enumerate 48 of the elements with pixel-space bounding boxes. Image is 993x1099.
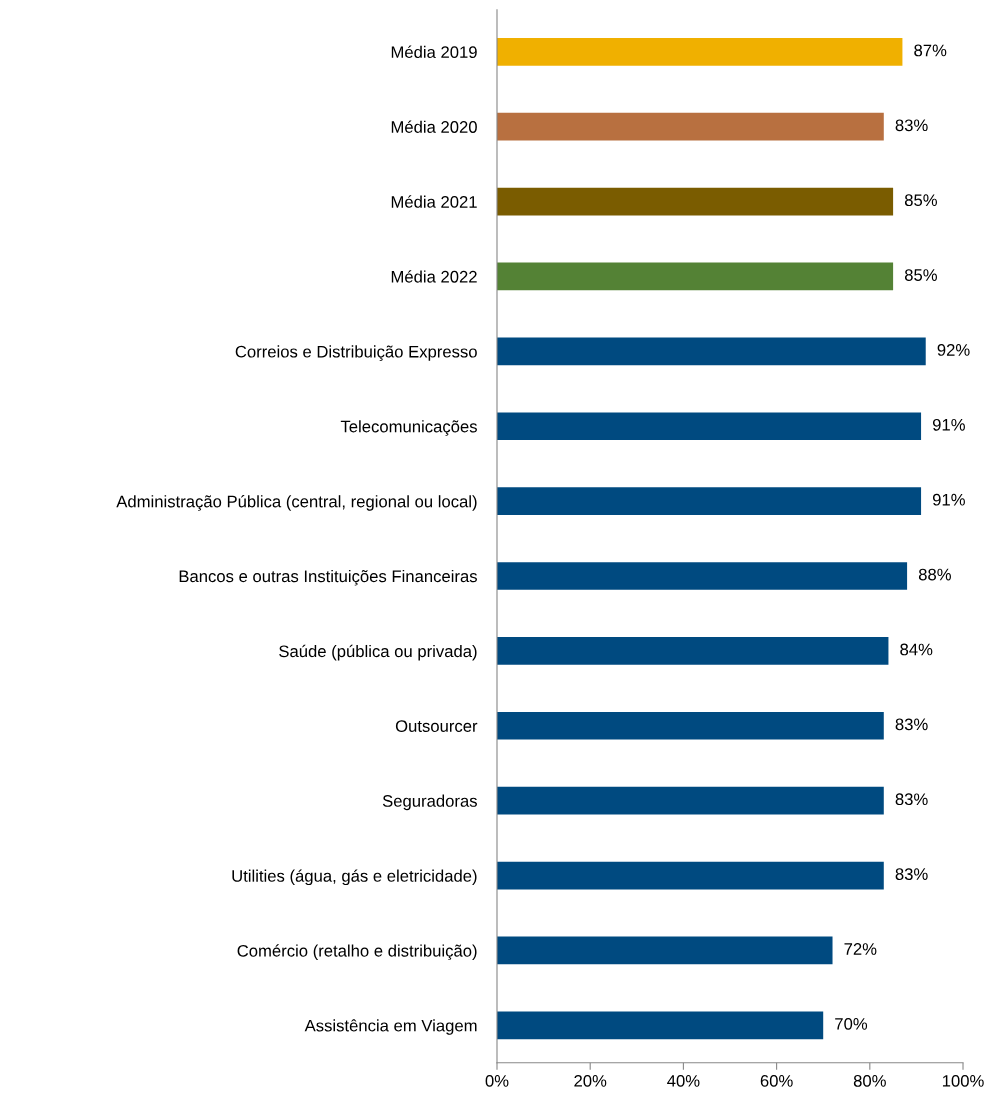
y-tick-label: Média 2022 [391,270,477,283]
data-label: 83% [895,793,928,806]
bar [497,187,894,216]
data-label: 88% [918,568,951,581]
data-label: 70% [835,1017,868,1030]
y-tick-label: Média 2019 [391,45,477,59]
y-tick-label: Assistência em Viagem [304,1019,477,1035]
y-tick-label: Telecomunicações [340,420,477,436]
data-label: 83% [895,119,928,132]
x-tick-label: 20% [574,1074,607,1087]
data-label: 72% [844,943,877,955]
y-tick-label: Média 2021 [391,195,477,208]
y-tick-label: Comércio (retalho e distribuição) [237,944,477,961]
x-tick-label: 0% [485,1074,509,1087]
data-label: 83% [895,718,928,731]
y-tick-label: Bancos e outras Instituições Financeiras [179,569,477,586]
x-tick-label: 80% [853,1074,886,1087]
data-label: 92% [937,344,970,356]
bar [497,861,884,890]
data-label: 85% [904,194,937,207]
data-label: 84% [900,643,933,656]
bar [497,1011,824,1040]
bar [497,487,922,515]
data-label: 91% [932,418,965,431]
y-tick-label: Seguradoras [382,794,477,811]
bar [497,711,884,740]
y-tick-label: Outsourcer [395,720,478,732]
bar [497,112,884,141]
y-tick-label: Saúde (pública ou privada) [279,644,477,661]
y-tick-label: Utilities (água, gás e eletricidade) [232,869,477,886]
bar [497,936,833,965]
x-tick-label: 100% [942,1074,984,1087]
bar [497,786,884,815]
data-label: 83% [895,868,928,880]
y-tick-label: Média 2020 [391,120,477,133]
x-tick-label: 40% [667,1074,700,1087]
data-label: 91% [932,493,965,506]
bar [497,37,903,66]
x-tick-label: 60% [760,1074,793,1087]
data-label: 85% [904,269,937,281]
bar [497,562,908,590]
bar [497,262,894,291]
y-tick-label: Correios e Distribuição Expresso [235,345,477,361]
y-tick-label: Administração Pública (central, regional ou local) [116,494,477,511]
bar [497,412,922,441]
data-label: 87% [914,44,947,57]
bar [497,337,926,366]
bar [497,637,889,665]
